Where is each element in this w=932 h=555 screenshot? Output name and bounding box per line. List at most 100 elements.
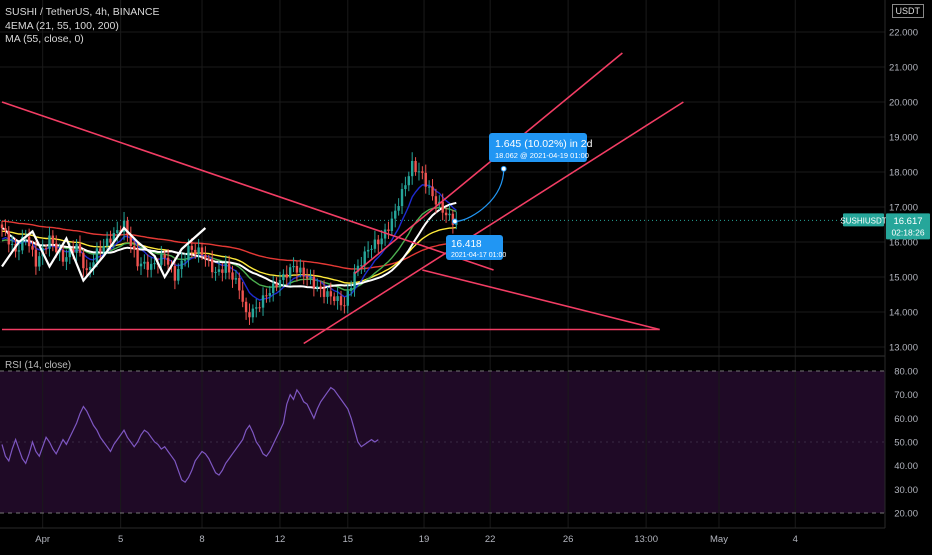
candle-body	[241, 290, 244, 302]
candle-body	[187, 245, 190, 261]
candle-body	[27, 236, 31, 247]
candle-body	[322, 288, 326, 297]
candle-body	[343, 305, 346, 307]
candle-body	[302, 267, 305, 277]
descending-trendline	[1, 101, 494, 271]
candle-body	[190, 245, 194, 250]
candle-body	[31, 246, 34, 250]
price-tag-value: 16.617	[893, 216, 922, 227]
candle-body	[309, 276, 312, 279]
candle-body	[34, 249, 38, 267]
candle-body	[217, 269, 221, 272]
candle-body	[383, 229, 387, 239]
candle-body	[387, 229, 390, 232]
candle-body	[404, 185, 407, 190]
rsi-tick-label: 70.00	[894, 390, 918, 401]
price-tick-label: 13.000	[889, 343, 918, 354]
candle-body	[153, 263, 156, 265]
time-tick-label: 5	[118, 534, 123, 545]
time-tick-label: 22	[485, 534, 496, 545]
rsi-indicator-label: RSI (14, close)	[5, 360, 72, 371]
candle-body	[149, 263, 153, 270]
candle-body	[373, 239, 377, 249]
candle-body	[102, 245, 105, 252]
rsi-band	[0, 371, 885, 513]
candle-body	[414, 160, 417, 173]
rsi-tick-label: 50.00	[894, 438, 918, 449]
candle-body	[265, 295, 268, 297]
candle-body	[88, 266, 92, 271]
candle-body	[166, 257, 170, 265]
projection-curve	[456, 168, 505, 222]
price-tick-label: 22.000	[889, 28, 918, 39]
candle-body	[44, 248, 48, 250]
candle-body	[7, 230, 10, 245]
candle-body	[214, 271, 217, 273]
candle-body	[427, 186, 431, 188]
candle-body	[434, 196, 438, 205]
candle-body	[21, 236, 24, 251]
candle-body	[82, 252, 85, 269]
entry-label-sub: 2021-04-17 01:00	[451, 252, 506, 259]
candle-body	[366, 249, 370, 252]
projection-start-point	[451, 218, 458, 225]
candle-body	[4, 228, 7, 231]
ma-indicator-label: MA (55, close, 0)	[5, 33, 84, 45]
symbol-tag	[843, 213, 884, 227]
price-tick-label: 17.000	[889, 203, 918, 214]
channel-lower-line	[303, 101, 684, 345]
candle-body	[65, 257, 68, 262]
time-tick-label: 15	[342, 534, 353, 545]
candle-body	[251, 308, 255, 318]
price-tick-label: 16.000	[889, 238, 918, 249]
entry-label-box	[446, 235, 503, 260]
candle-body	[109, 238, 112, 243]
candle-body	[38, 256, 41, 267]
candle-body	[421, 171, 424, 173]
target-label-box	[489, 133, 587, 162]
rsi-tick-label: 80.00	[894, 367, 918, 378]
candle-body	[105, 238, 109, 246]
candle-body	[400, 189, 404, 207]
candle-body	[180, 260, 183, 270]
candle-body	[407, 176, 410, 186]
candle-body	[380, 238, 383, 245]
symbol-tag-label: SUSHIUSDT	[840, 216, 886, 225]
candle-body	[360, 265, 363, 267]
candle-body	[139, 263, 143, 267]
rsi-tick-label: 60.00	[894, 414, 918, 425]
candle-body	[160, 254, 163, 265]
candle-body	[285, 274, 288, 278]
candle-body	[390, 218, 394, 232]
time-tick-label: 19	[419, 534, 430, 545]
time-tick-label: 26	[563, 534, 574, 545]
target-label-main: 1.645 (10.02%) in 2d	[495, 138, 593, 150]
candle-body	[258, 307, 261, 309]
candle-body	[234, 278, 238, 280]
candle-body	[305, 276, 309, 279]
candle-body	[75, 244, 78, 253]
candle-body	[417, 171, 421, 173]
candle-body	[71, 248, 75, 253]
time-tick-label: 12	[275, 534, 286, 545]
candle-body	[410, 160, 414, 177]
candle-body	[363, 251, 366, 266]
candle-body	[122, 220, 126, 232]
candle-body	[356, 265, 360, 272]
currency-button[interactable]: USDT	[891, 4, 924, 18]
candle-body	[92, 262, 95, 267]
candle-body	[136, 249, 139, 267]
candle-body	[336, 296, 339, 301]
candle-body	[210, 259, 214, 273]
candle-body	[177, 269, 180, 281]
candle-body	[370, 248, 373, 250]
candle-body	[255, 307, 258, 309]
candle-body	[99, 248, 102, 252]
candle-body	[441, 201, 444, 213]
candle-body	[10, 243, 14, 245]
candle-body	[349, 288, 353, 291]
price-tick-label: 18.000	[889, 168, 918, 179]
price-tag	[886, 213, 930, 240]
